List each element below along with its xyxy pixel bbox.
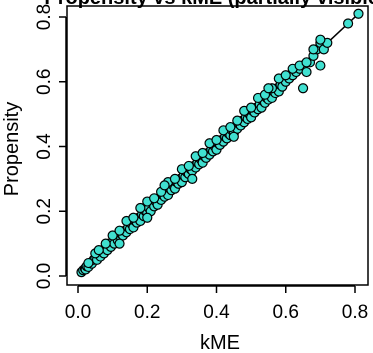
- data-point: [128, 212, 139, 223]
- data-point: [315, 34, 326, 45]
- x-tick-label: 0.0: [65, 302, 91, 323]
- data-point: [280, 70, 291, 81]
- data-point: [135, 202, 146, 214]
- data-point: [225, 121, 236, 133]
- data-point: [342, 18, 354, 29]
- y-tick-label: 0.6: [34, 69, 55, 95]
- data-point: [308, 44, 319, 55]
- x-axis-title: kME: [200, 332, 240, 353]
- data-point: [228, 131, 239, 142]
- y-tick-label: 0.0: [34, 263, 55, 289]
- data-point: [114, 238, 125, 249]
- x-tick-label: 0.2: [134, 302, 160, 323]
- data-point: [246, 102, 257, 113]
- data-point: [149, 193, 160, 204]
- data-point: [297, 83, 309, 94]
- data-points: [76, 8, 364, 278]
- x-tick-label: 0.8: [342, 302, 368, 323]
- data-point: [353, 8, 364, 19]
- data-point: [301, 57, 312, 68]
- data-point: [211, 134, 222, 146]
- data-point: [107, 230, 118, 241]
- data-point: [93, 245, 104, 256]
- data-point: [263, 83, 274, 94]
- data-point: [83, 257, 94, 269]
- data-point: [159, 180, 170, 191]
- data-point: [315, 60, 326, 71]
- y-tick-label: 0.2: [34, 198, 55, 224]
- data-point: [187, 173, 198, 184]
- data-point: [100, 238, 111, 249]
- x-tick-label: 0.4: [203, 302, 230, 323]
- y-tick-label: 0.4: [34, 133, 55, 160]
- data-point: [169, 173, 181, 184]
- plot-area: [66, 5, 369, 286]
- y-axis-title: Propensity: [1, 102, 23, 197]
- chart-title: Propensity vs kME (partially visible): [44, 0, 373, 9]
- data-point: [183, 160, 194, 172]
- data-point: [114, 225, 125, 236]
- plot-frame: [66, 5, 369, 286]
- data-point: [232, 115, 243, 126]
- data-point: [197, 147, 208, 159]
- y-tick-label: 0.8: [34, 4, 55, 30]
- x-axis: 0.0 0.2 0.4 0.6 0.8: [65, 285, 368, 323]
- y-axis: 0.0 0.2 0.4 0.6 0.8: [34, 4, 67, 289]
- data-point: [301, 66, 312, 78]
- x-tick-label: 0.6: [273, 302, 299, 323]
- data-point: [142, 212, 153, 223]
